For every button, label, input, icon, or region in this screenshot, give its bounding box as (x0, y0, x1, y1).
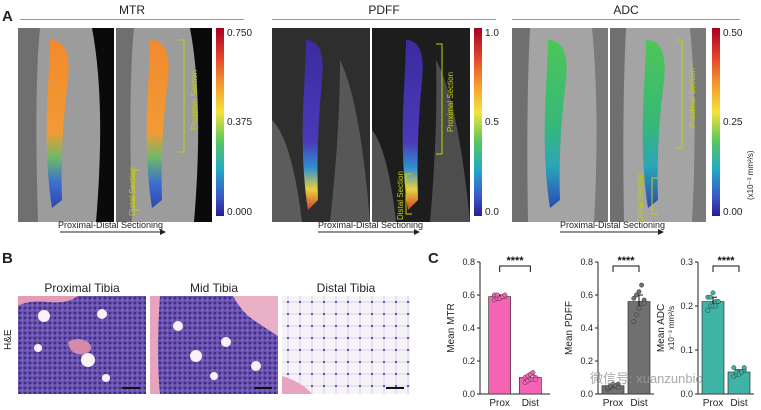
mtr-cbar-tick-mid: 0.375 (227, 117, 253, 128)
adc-colorbar (712, 28, 720, 216)
chart-0-ytick-label: 0.0 (462, 389, 475, 399)
mtr-proximal-label: Proximal Section (190, 69, 199, 130)
chart-1-sig-bracket (612, 265, 640, 272)
chart-1-ytick-label: 0.2 (580, 356, 593, 366)
he-title-distal: Distal Tibia (316, 281, 376, 295)
chart-2-point (713, 303, 718, 309)
chart-0-ytick-label: 0.4 (462, 323, 475, 333)
chart-2-point (741, 365, 747, 371)
panel-c-charts: 0.0 0.2 0.4 0.6 0.8 Mean MTR Prox Dist **** 0.0 0.… (446, 255, 754, 409)
chart-2-point (715, 299, 721, 304)
pdff-title: PDFF (368, 3, 400, 17)
chart-1-point (639, 282, 645, 288)
chart-0-point (533, 376, 538, 382)
chart-0-point (530, 370, 536, 375)
adc-cbar-tick-mid: 0.25 (723, 117, 743, 128)
mtr-cbar-tick-bottom: 0.000 (227, 207, 253, 218)
chart-0-xtick-label: Prox (489, 398, 510, 409)
adc-title: ADC (613, 3, 639, 17)
panel-a-letter: A (2, 8, 13, 25)
chart-0-bar-prox (488, 296, 512, 395)
he-image-strip (18, 296, 410, 394)
pdff-proximal-label: Proximal Section (446, 71, 455, 132)
adc-proximal-label: Proximal Section (688, 67, 697, 128)
chart-1-point (636, 305, 642, 311)
chart-1-ytick-label: 0.6 (580, 290, 593, 300)
chart-0-ytick-label: 0.6 (462, 290, 475, 300)
chart-0-sig-label: **** (506, 255, 524, 267)
adc-distal-label: Distal Section (636, 173, 645, 222)
panel-b-letter: B (2, 250, 13, 267)
adc-cbar-unit: (x10⁻³ mm²/s) (746, 150, 755, 200)
chart-2-point (739, 369, 744, 375)
chart-0-xtick-label: Dist (522, 398, 539, 409)
chart-0-sig-bracket (499, 265, 531, 272)
chart-2-ytick-label: 0.2 (680, 301, 693, 311)
chart-0-ytick-label: 0.2 (462, 356, 475, 366)
chart-1-point (633, 292, 639, 298)
he-row-label: H&E (3, 329, 14, 350)
pdff-cbar-tick-mid: 0.5 (485, 117, 499, 128)
chart-2-point (731, 365, 737, 371)
mtr-arrow-caption: Proximal-Distal Sectioning (58, 220, 164, 230)
mtr-colorbar (216, 28, 224, 216)
pdff-cbar-tick-top: 1.0 (485, 28, 499, 39)
chart-0-ylabel: Mean MTR (446, 303, 457, 352)
chart-1-point (631, 295, 637, 301)
he-image-distal (282, 296, 410, 394)
chart-2-ylabel-unit: x10⁻³ mm²/s (667, 306, 676, 350)
chart-2-point (707, 294, 713, 300)
chart-1-point (636, 289, 642, 295)
chart-1-xtick-label: Dist (630, 398, 647, 409)
chart-2-sig-bracket (712, 265, 740, 272)
chart-2-bar-prox (701, 301, 725, 395)
watermark: 微信号: xuanzunbio (590, 371, 703, 386)
pdff-distal-label: Distal Section (396, 171, 405, 220)
chart-1-point (641, 300, 647, 306)
chart-2-ytick-label: 0.1 (680, 345, 693, 355)
panel-a-figure (18, 28, 720, 235)
adc-cbar-tick-bottom: 0.00 (723, 207, 743, 218)
chart-2-point (710, 290, 716, 296)
chart-1-sig-label: **** (617, 255, 635, 267)
chart-2-ylabel: Mean ADC (656, 304, 667, 352)
chart-1-ytick-label: 0.4 (580, 323, 593, 333)
chart-0-ytick-label: 0.8 (462, 257, 475, 267)
chart-0-point (502, 292, 508, 298)
panel-c-letter: C (428, 250, 439, 267)
mtr-title: MTR (119, 3, 145, 17)
chart-2-ytick-label: 0.0 (680, 389, 693, 399)
chart-1-ytick-label: 0.0 (580, 389, 593, 399)
mtr-distal-label: Distal Section (128, 167, 137, 216)
chart-2-ytick-label: 0.3 (680, 257, 693, 267)
adc-cbar-tick-top: 0.50 (723, 28, 743, 39)
chart-2-sig-label: **** (717, 255, 735, 267)
he-title-mid: Mid Tibia (189, 281, 239, 295)
mtr-cbar-tick-top: 0.750 (227, 28, 253, 39)
adc-arrow-caption: Proximal-Distal Sectioning (560, 220, 666, 230)
chart-1-point (631, 319, 637, 324)
pdff-colorbar (474, 28, 482, 216)
chart-1-point (615, 384, 621, 390)
chart-2-point (705, 308, 711, 313)
chart-1-point (633, 312, 639, 318)
he-title-proximal: Proximal Tibia (44, 281, 120, 295)
chart-1-xtick-label: Prox (603, 398, 624, 409)
chart-2-xtick-label: Dist (730, 398, 747, 409)
chart-1-ylabel: Mean PDFF (564, 301, 575, 355)
pdff-arrow-caption: Proximal-Distal Sectioning (318, 220, 424, 230)
chart-0-point (494, 292, 500, 298)
chart-2-xtick-label: Prox (703, 398, 724, 409)
pdff-cbar-tick-bottom: 0.0 (485, 207, 499, 218)
chart-1-ytick-label: 0.8 (580, 257, 593, 267)
